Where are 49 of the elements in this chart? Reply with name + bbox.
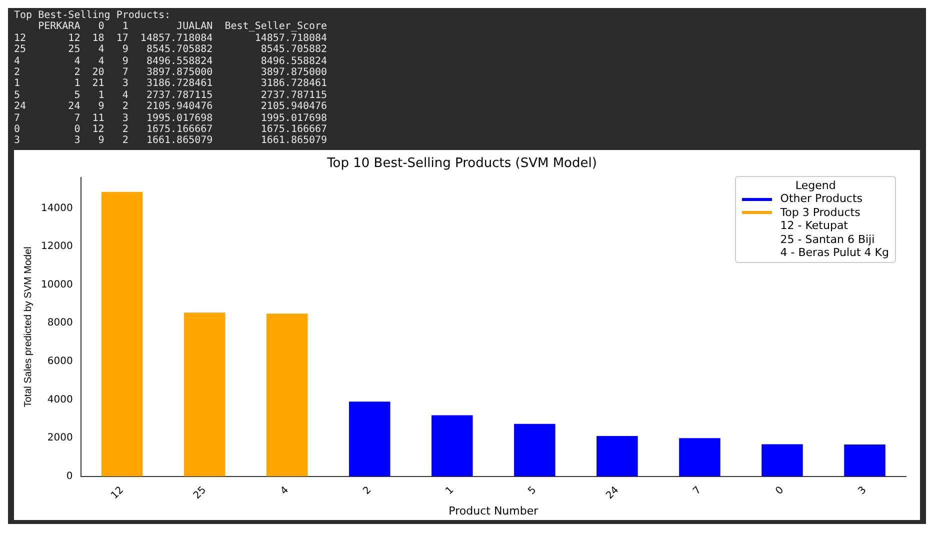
bar <box>514 424 556 476</box>
text: 2 2 20 7 3897.875000 3897.875000 <box>14 67 328 78</box>
text: PERKARA 0 1 JUALAN Best_Seller_Score <box>38 21 328 32</box>
chart-title: Top 10 Best-Selling Products (SVM Model) <box>326 156 597 172</box>
text: Top Best-Selling Products: <box>14 10 171 21</box>
x-tick-label: 2 <box>361 484 374 497</box>
text: 1 1 21 3 3186.728461 3186.728461 <box>14 78 328 90</box>
bar <box>349 402 390 476</box>
y-tick-label: 14000 <box>41 202 73 214</box>
legend-label: Other Products <box>780 192 863 206</box>
bar <box>184 312 226 476</box>
text: 0 0 12 2 1675.166667 1675.166667 <box>14 124 328 136</box>
text: 4 4 4 9 8496.558824 8496.558824 <box>14 56 328 67</box>
x-tick-label: 0 <box>774 484 786 497</box>
y-tick-label: 8000 <box>47 318 73 329</box>
bar <box>266 313 308 476</box>
y-tick-label: 2000 <box>47 432 73 444</box>
x-tick-label: 3 <box>856 484 869 497</box>
x-tick-label: 24 <box>604 484 622 502</box>
bar <box>762 444 803 476</box>
text: 24 24 9 2 2105.940476 2105.940476 <box>14 101 328 112</box>
x-axis-title: Product Number <box>448 504 539 518</box>
y-axis-title: Total Sales predicted by SVM Model <box>22 246 34 408</box>
bar <box>101 192 143 476</box>
legend-title: Legend <box>794 178 837 192</box>
bar <box>844 444 886 476</box>
y-tick-label: 0 <box>66 470 73 482</box>
y-tick-label: 10000 <box>41 279 73 290</box>
y-tick-label: 12000 <box>41 241 73 252</box>
bar <box>432 415 473 476</box>
y-tick-label: 4000 <box>47 394 73 406</box>
text: 5 5 1 4 2737.787115 2737.787115 <box>14 90 328 101</box>
text: 7 7 11 3 1995.017698 1995.017698 <box>14 112 328 124</box>
x-tick-label: 7 <box>691 484 704 497</box>
annotation: 12 - Ketupat <box>779 219 849 233</box>
annotation: 25 - Santan 6 Biji <box>779 232 876 246</box>
annotation: 4 - Beras Pulut 4 Kg <box>779 246 889 260</box>
legend-label: Top 3 Products <box>780 206 860 220</box>
bar <box>679 438 720 476</box>
x-tick-label: 25 <box>192 484 209 502</box>
bar <box>596 436 638 476</box>
x-tick-label: 12 <box>109 484 126 502</box>
x-tick-label: 4 <box>278 484 292 497</box>
x-tick-label: 5 <box>526 484 539 497</box>
text: 12 12 18 17 14857.718084 14857.718084 <box>14 32 328 44</box>
text: 3 3 9 2 1661.865079 1661.865079 <box>14 135 328 146</box>
text: 25 25 4 9 8545.705882 8545.705882 <box>14 44 328 56</box>
y-tick-label: 6000 <box>47 356 73 367</box>
x-tick-label: 1 <box>444 484 456 497</box>
